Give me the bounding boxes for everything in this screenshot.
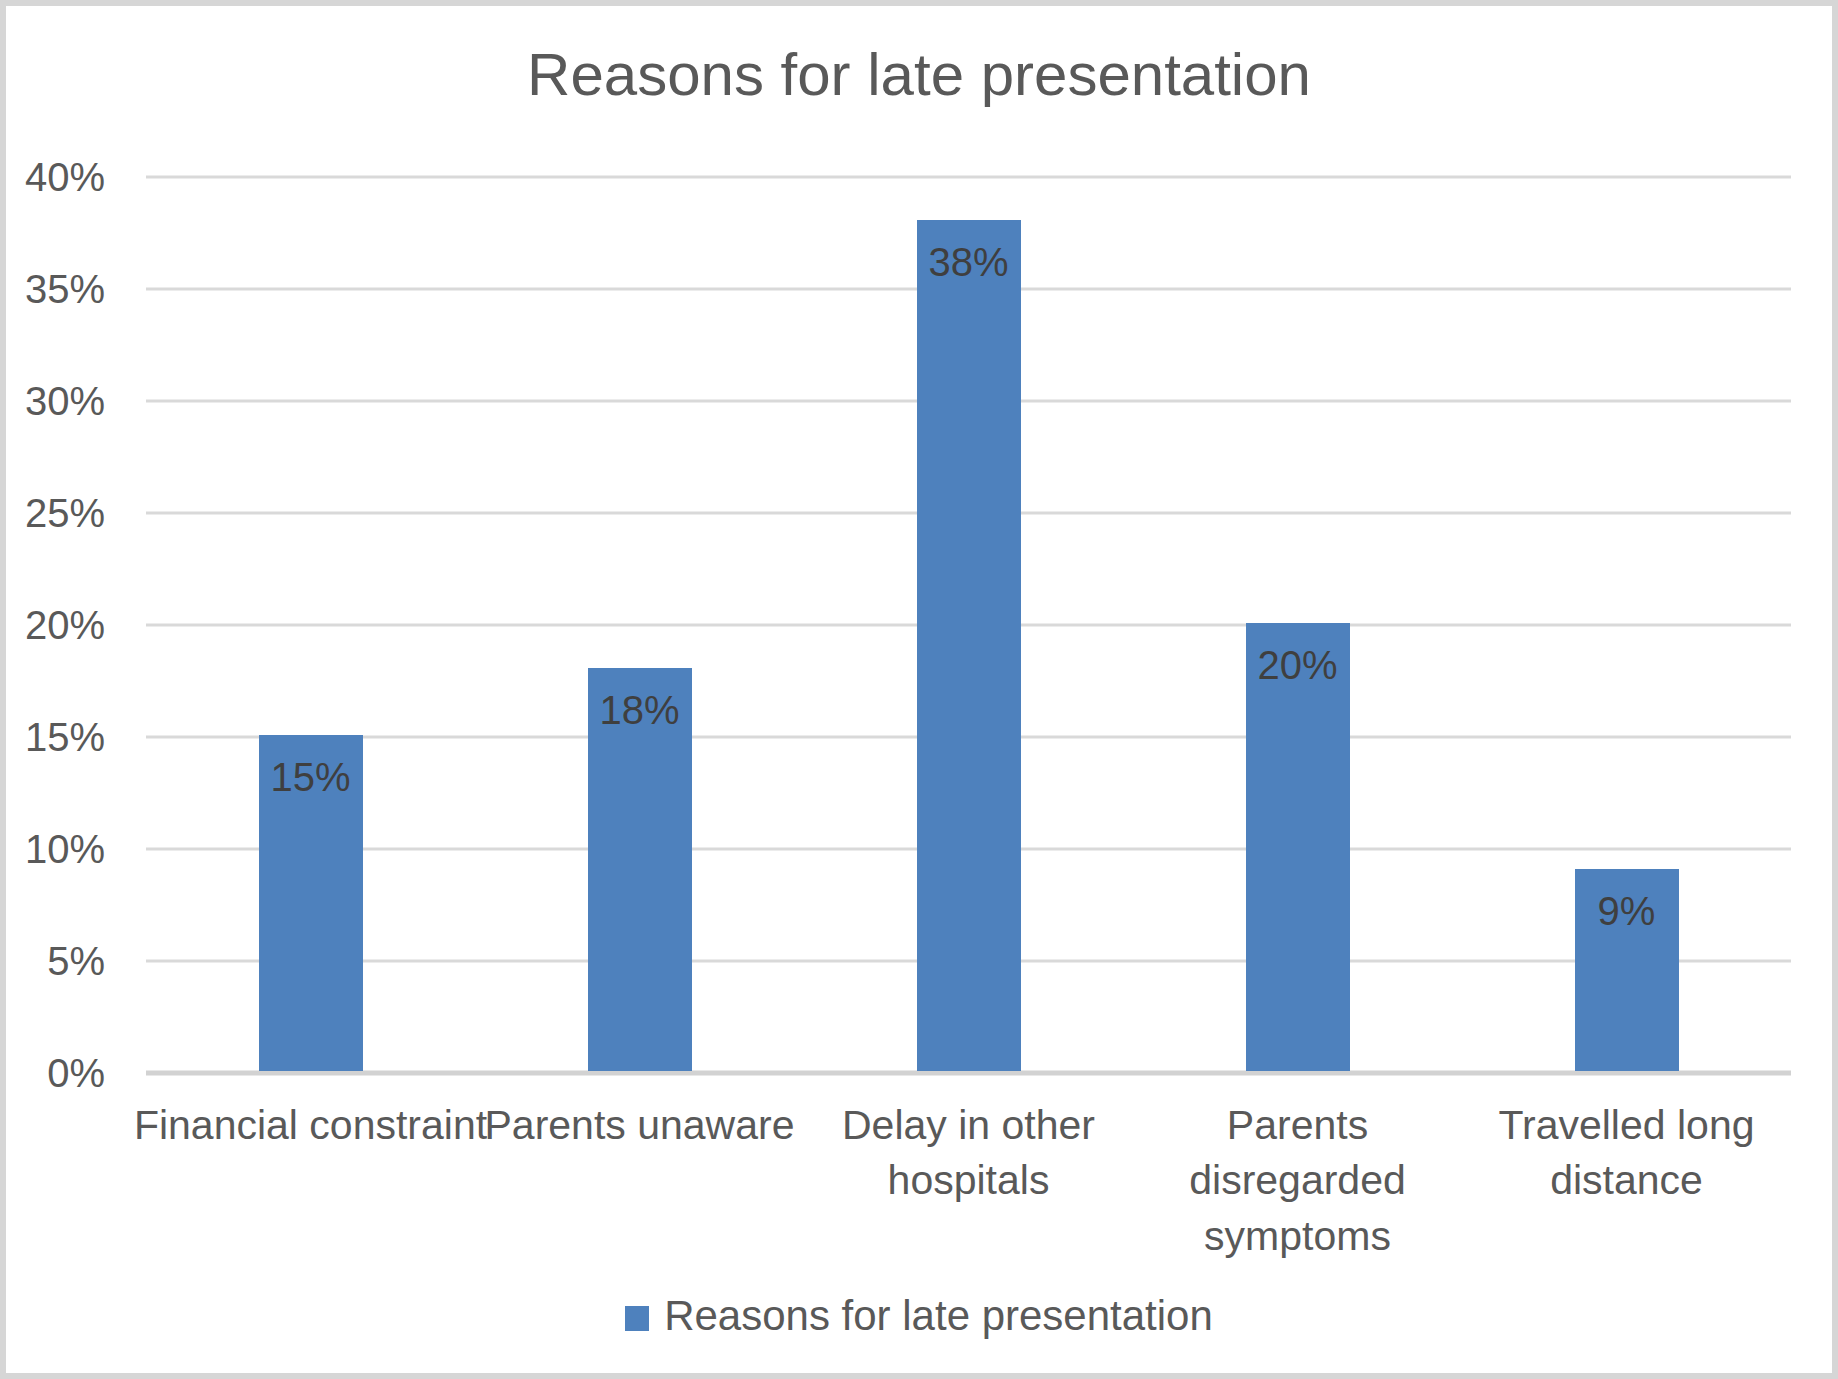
chart-title: Reasons for late presentation xyxy=(6,40,1832,109)
x-category-label: Delay in other hospitals xyxy=(779,1098,1159,1209)
bar-1: 15% xyxy=(259,735,363,1071)
y-tick-label: 5% xyxy=(6,939,105,984)
y-tick-label: 20% xyxy=(6,603,105,648)
y-tick-label: 40% xyxy=(6,155,105,200)
y-tick-label: 30% xyxy=(6,379,105,424)
plot-area: 15% 18% 38% 20% 9% xyxy=(146,177,1791,1073)
x-category-label: Financial constraint xyxy=(121,1098,501,1153)
gridline xyxy=(146,176,1791,179)
y-tick-label: 0% xyxy=(6,1051,105,1096)
bar-3: 38% xyxy=(917,220,1021,1071)
bar-2: 18% xyxy=(588,668,692,1071)
x-category-label: Parents disregarded symptoms xyxy=(1108,1098,1488,1264)
bar-5: 9% xyxy=(1575,869,1679,1071)
bar-chart: Reasons for late presentation 15% 18% 38% 2… xyxy=(0,0,1838,1379)
bar-4: 20% xyxy=(1246,623,1350,1071)
legend: Reasons for late presentation xyxy=(6,1292,1832,1340)
legend-label: Reasons for late presentation xyxy=(664,1292,1213,1340)
bar-data-label: 9% xyxy=(1535,889,1719,934)
legend-swatch-icon xyxy=(625,1306,649,1331)
x-category-label: Travelled long distance xyxy=(1437,1098,1817,1209)
x-category-label: Parents unaware xyxy=(450,1098,830,1153)
bar-data-label: 20% xyxy=(1206,643,1390,688)
bar-data-label: 15% xyxy=(219,755,403,800)
y-tick-label: 10% xyxy=(6,827,105,872)
y-tick-label: 15% xyxy=(6,715,105,760)
bar-data-label: 38% xyxy=(877,240,1061,285)
y-tick-label: 35% xyxy=(6,267,105,312)
x-axis-line xyxy=(146,1071,1791,1076)
bar-data-label: 18% xyxy=(548,688,732,733)
y-tick-label: 25% xyxy=(6,491,105,536)
